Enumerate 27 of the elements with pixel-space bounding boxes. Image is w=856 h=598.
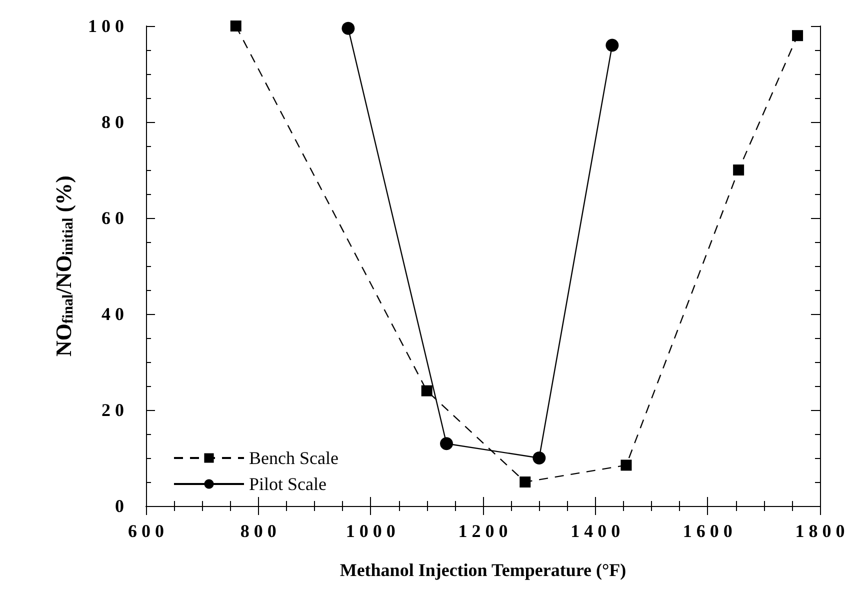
x-tick-label: 1 8 0 0 [795,521,845,541]
y-tick-label: 8 0 [102,112,124,132]
point [342,22,355,35]
x-axis-title: Methanol Injection Temperature (°F) [340,560,626,580]
y-axis-title: NOfinal/NOinitial (%) [51,176,76,356]
y-tick-label: 4 0 [102,304,124,324]
x-tick-label: 6 0 0 [128,521,164,541]
point [520,476,531,488]
point [440,437,453,450]
point [606,38,619,52]
point [620,460,632,471]
point [733,164,744,176]
point [421,385,432,396]
x-tick-label: 1 4 0 0 [570,521,620,541]
x-tick-label: 8 0 0 [240,521,276,541]
point [792,30,804,42]
legend-label: Bench Scale [249,448,338,468]
legend-label: Pilot Scale [249,474,327,494]
y-tick-label: 0 [115,496,124,516]
y-tick-label: 1 0 0 [88,16,124,36]
point [230,20,242,32]
x-tick-label: 1 6 0 0 [682,521,732,541]
y-tick-label: 6 0 [102,208,124,228]
x-tick-label: 1 0 0 0 [346,521,396,541]
y-tick-label: 2 0 [102,400,124,420]
point [532,452,546,464]
x-tick-label: 1 2 0 0 [458,521,508,541]
